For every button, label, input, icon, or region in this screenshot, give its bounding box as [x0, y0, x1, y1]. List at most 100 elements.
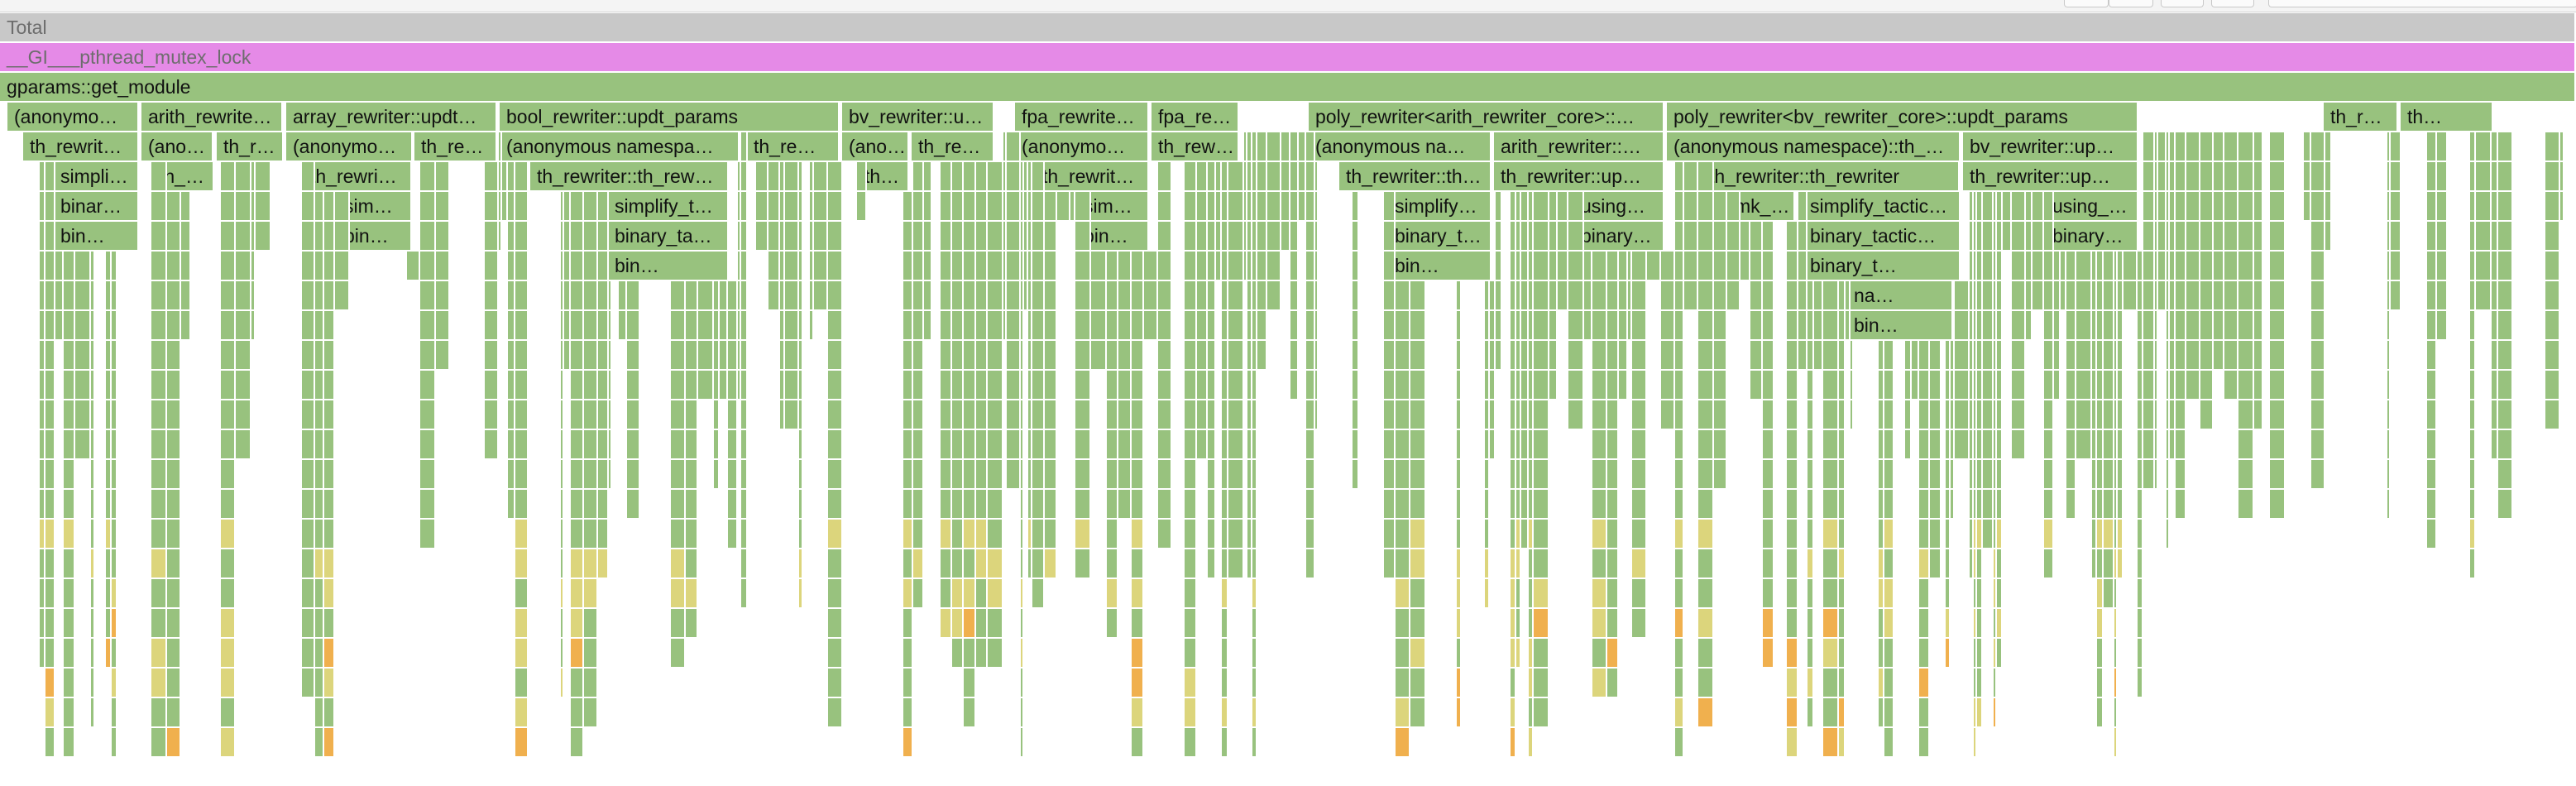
stack-frame[interactable] — [988, 520, 1003, 549]
stack-frame[interactable] — [561, 579, 564, 609]
stack-frame[interactable] — [2387, 430, 2391, 460]
stack-frame[interactable] — [167, 311, 181, 341]
stack-frame[interactable] — [741, 341, 748, 371]
stack-frame[interactable] — [2138, 639, 2143, 669]
stack-frame[interactable] — [728, 311, 738, 341]
stack-frame[interactable] — [502, 192, 508, 222]
stack-frame[interactable] — [2104, 520, 2114, 549]
stack-frame[interactable] — [828, 520, 843, 549]
stack-frame[interactable] — [2026, 281, 2033, 311]
stack-frame[interactable]: th_rewriter::th_rew… — [530, 162, 729, 192]
stack-frame[interactable] — [2176, 311, 2186, 341]
stack-frame[interactable] — [1549, 192, 1558, 222]
stack-frame[interactable] — [499, 132, 502, 162]
stack-frame[interactable] — [768, 252, 780, 281]
stack-frame[interactable] — [1879, 460, 1884, 490]
stack-frame[interactable] — [1222, 669, 1228, 698]
stack-frame[interactable] — [2254, 341, 2263, 371]
stack-frame[interactable] — [45, 341, 55, 371]
stack-frame[interactable] — [988, 222, 1003, 252]
stack-frame[interactable] — [1974, 252, 1977, 281]
stack-frame[interactable] — [407, 252, 420, 281]
stack-frame[interactable] — [1075, 460, 1091, 490]
stack-frame[interactable] — [952, 639, 964, 669]
stack-frame[interactable] — [1529, 222, 1534, 252]
stack-frame[interactable] — [598, 281, 609, 311]
stack-frame[interactable] — [40, 341, 45, 371]
stack-frame[interactable] — [2033, 192, 2044, 222]
stack-frame[interactable] — [256, 162, 271, 192]
stack-frame[interactable] — [1185, 192, 1197, 222]
stack-frame[interactable] — [1457, 311, 1462, 341]
stack-frame[interactable] — [738, 252, 741, 281]
stack-frame[interactable] — [1516, 222, 1521, 252]
stack-frame[interactable] — [324, 430, 335, 460]
stack-frame[interactable] — [1384, 222, 1396, 252]
stack-frame[interactable] — [2270, 490, 2286, 520]
stack-frame[interactable] — [2470, 490, 2476, 520]
stack-frame[interactable] — [1534, 192, 1549, 222]
stack-frame[interactable] — [1257, 192, 1267, 222]
stack-frame[interactable] — [1763, 222, 1774, 252]
stack-frame[interactable] — [75, 400, 91, 430]
stack-frame[interactable] — [1247, 430, 1252, 460]
stack-frame[interactable] — [1228, 222, 1244, 252]
stack-frame[interactable] — [627, 460, 640, 490]
stack-frame[interactable] — [1028, 400, 1032, 430]
stack-frame[interactable] — [598, 311, 609, 341]
stack-frame[interactable] — [2066, 371, 2076, 400]
stack-frame[interactable] — [964, 400, 976, 430]
stack-frame[interactable] — [1208, 281, 1216, 311]
stack-frame[interactable] — [1727, 222, 1740, 252]
stack-frame[interactable] — [756, 222, 768, 252]
stack-frame[interactable] — [485, 192, 499, 222]
stack-frame[interactable] — [2044, 549, 2054, 579]
stack-frame[interactable] — [2498, 222, 2513, 252]
stack-frame[interactable] — [1396, 609, 1410, 639]
stack-frame[interactable] — [1997, 341, 2003, 371]
stack-frame[interactable] — [167, 400, 181, 430]
stack-frame[interactable] — [2214, 281, 2224, 311]
stack-frame[interactable] — [1919, 490, 1930, 520]
stack-frame[interactable] — [508, 222, 515, 252]
stack-frame[interactable] — [64, 430, 75, 460]
stack-frame[interactable]: th_re… — [747, 132, 840, 162]
stack-frame[interactable] — [2254, 252, 2263, 281]
stack-frame[interactable] — [151, 549, 167, 579]
stack-frame[interactable] — [1353, 281, 1359, 311]
stack-frame[interactable]: poly_rewriter<arith_rewriter_core>::… — [1309, 103, 1664, 132]
stack-frame[interactable] — [1511, 400, 1516, 430]
stack-frame[interactable] — [1032, 341, 1045, 371]
stack-frame[interactable] — [1977, 698, 1983, 728]
stack-frame[interactable] — [2470, 252, 2476, 281]
stack-frame[interactable]: simplify_t… — [608, 192, 729, 222]
stack-frame[interactable]: th_re… — [912, 132, 994, 162]
stack-frame[interactable]: bin… — [1388, 252, 1491, 281]
stack-frame[interactable] — [1839, 639, 1846, 669]
stack-frame[interactable] — [1879, 371, 1884, 400]
stack-frame[interactable] — [2470, 222, 2476, 252]
stack-frame[interactable] — [1763, 341, 1774, 371]
stack-frame[interactable] — [814, 162, 828, 192]
stack-frame[interactable] — [2104, 371, 2114, 400]
stack-frame[interactable] — [671, 520, 686, 549]
stack-frame[interactable] — [2176, 192, 2186, 222]
stack-frame[interactable] — [1222, 162, 1228, 192]
stack-frame[interactable] — [785, 400, 799, 430]
stack-frame[interactable] — [1021, 460, 1024, 490]
stack-frame[interactable] — [571, 252, 584, 281]
stack-frame[interactable] — [1675, 698, 1684, 728]
stack-frame[interactable] — [2118, 311, 2124, 341]
stack-frame[interactable] — [1798, 311, 1808, 341]
stack-frame[interactable] — [64, 520, 75, 549]
stack-frame[interactable] — [2437, 132, 2448, 162]
stack-frame[interactable] — [2092, 371, 2097, 400]
stack-frame[interactable] — [1983, 222, 1994, 252]
stack-frame[interactable] — [1197, 192, 1208, 222]
stack-frame[interactable] — [571, 430, 584, 460]
stack-frame[interactable] — [324, 371, 335, 400]
stack-frame[interactable] — [1884, 579, 1894, 609]
stack-frame[interactable] — [251, 281, 256, 311]
stack-frame[interactable] — [2470, 460, 2476, 490]
stack-frame[interactable] — [2311, 132, 2325, 162]
